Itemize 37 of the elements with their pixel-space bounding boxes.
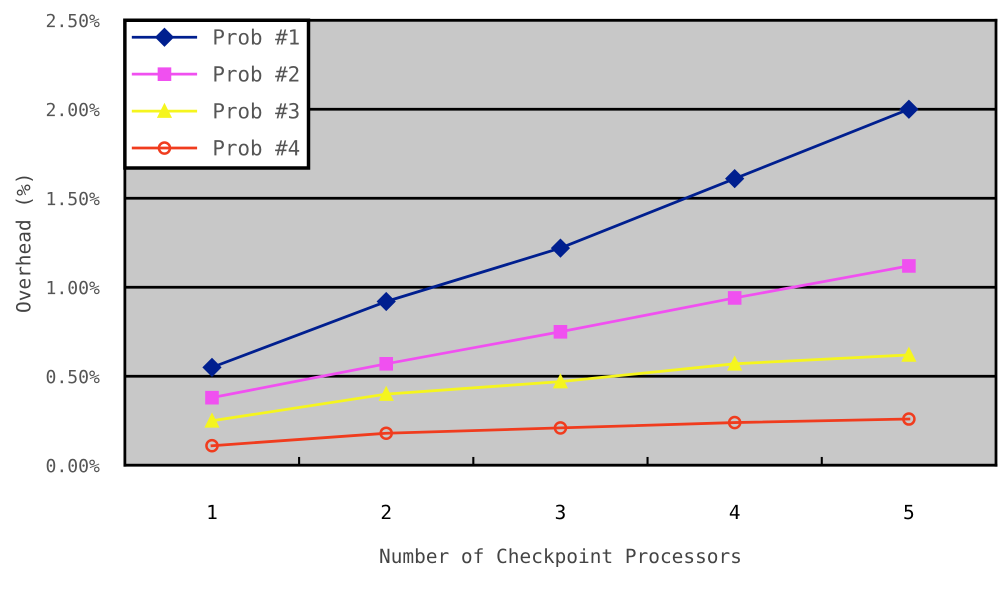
point [902, 348, 916, 362]
x-tick-label: 5 [904, 504, 914, 520]
point [728, 357, 742, 371]
y-tick-label: 2.00% [46, 102, 100, 116]
x-tick-label: 2 [382, 504, 390, 520]
point [379, 357, 394, 371]
y-tick-label: 0.50% [46, 370, 100, 384]
legend-label: Prob #1 [214, 28, 299, 45]
point [902, 412, 916, 426]
y-tick-label: 1.00% [48, 280, 100, 294]
point [205, 414, 219, 428]
point [900, 100, 918, 118]
point [377, 292, 396, 311]
point [902, 259, 916, 273]
y-tick-label: 2.50% [46, 14, 100, 28]
point [728, 291, 742, 305]
point [554, 421, 568, 435]
point [205, 390, 219, 404]
y-axis-title: Overhead (%) [16, 176, 33, 312]
point [726, 170, 744, 188]
point [728, 416, 742, 430]
point [205, 438, 219, 453]
point [202, 358, 222, 376]
y-tick-label: 1.50% [48, 192, 100, 206]
legend-label: Prob #4 [214, 139, 300, 156]
point [554, 374, 568, 388]
point [554, 324, 568, 339]
point [379, 387, 394, 401]
point [379, 426, 394, 440]
x-tick-label: 4 [730, 504, 740, 520]
y-tick-label: 0.00% [46, 458, 100, 472]
legend-label: Prob #2 [214, 66, 298, 82]
x-axis-title: Number of Checkpoint Processors [380, 548, 740, 568]
x-tick-label: 3 [556, 504, 565, 520]
point [551, 238, 570, 258]
legend-label: Prob #3 [214, 102, 299, 119]
x-tick-label: 1 [208, 504, 217, 520]
